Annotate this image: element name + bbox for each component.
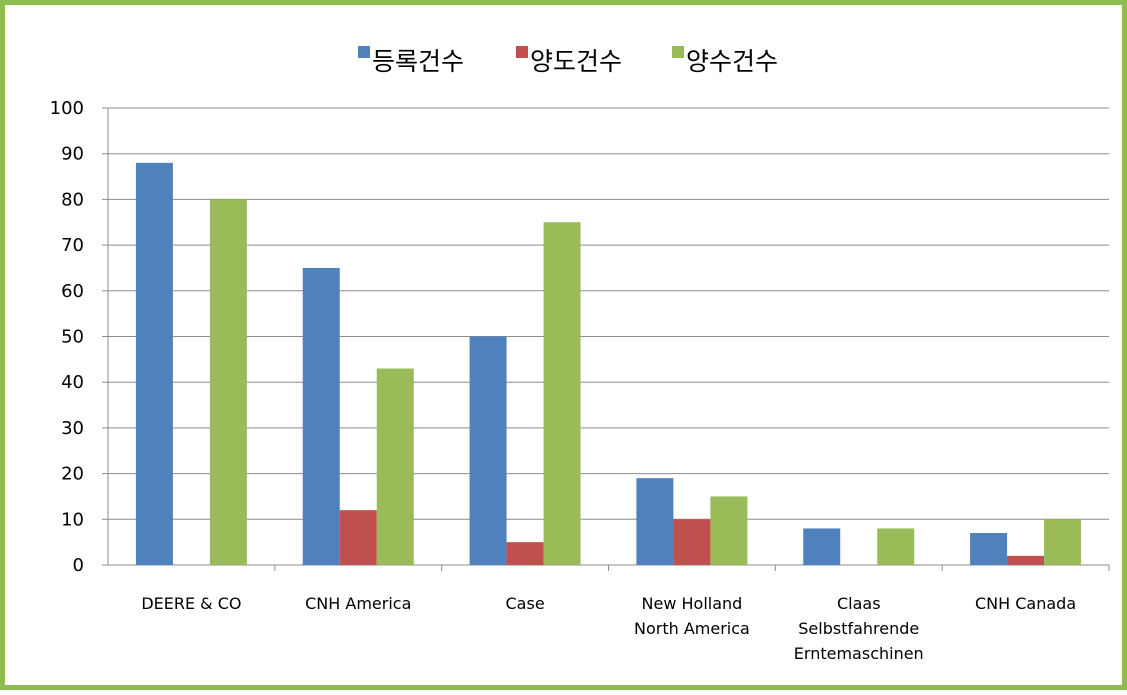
legend-swatch — [358, 46, 370, 58]
y-tick-label: 0 — [73, 555, 84, 576]
x-category-label: Erntemaschinen — [794, 644, 924, 663]
bar-2-3 — [506, 542, 544, 565]
bar-1-6 — [970, 533, 1008, 565]
y-tick-label: 100 — [50, 98, 84, 119]
legend-label: 양수건수 — [686, 47, 778, 76]
y-tick-label: 70 — [61, 235, 84, 256]
bar-2-6 — [1007, 555, 1045, 565]
x-category-label: North America — [634, 619, 750, 638]
bar-3-5 — [877, 528, 915, 565]
y-tick-label: 50 — [61, 327, 84, 348]
x-category-label: New Holland — [642, 594, 743, 613]
bar-1-5 — [803, 528, 841, 565]
y-tick-label: 80 — [61, 189, 84, 210]
bar-3-2 — [376, 368, 414, 565]
bar-3-1 — [209, 199, 247, 565]
x-category-label: DEERE & CO — [141, 594, 241, 613]
bar-2-2 — [339, 510, 377, 565]
y-tick-label: 60 — [61, 281, 84, 302]
legend-label: 양도건수 — [530, 47, 622, 76]
y-tick-label: 20 — [61, 464, 84, 485]
legend-swatch — [672, 46, 684, 58]
bar-3-4 — [710, 496, 748, 565]
x-category-label: Case — [506, 594, 545, 613]
bar-1-4 — [636, 478, 674, 565]
bar-1-1 — [135, 162, 173, 565]
y-tick-label: 30 — [61, 418, 84, 439]
x-category-label: CNH America — [305, 594, 411, 613]
y-tick-label: 10 — [61, 509, 84, 530]
legend-swatch — [516, 46, 528, 58]
bar-1-2 — [302, 267, 340, 565]
bar-1-3 — [469, 336, 507, 565]
x-category-label: CNH Canada — [975, 594, 1076, 613]
bar-3-3 — [543, 222, 581, 565]
bar-3-6 — [1044, 519, 1082, 565]
x-category-label: Claas — [837, 594, 881, 613]
y-tick-label: 40 — [61, 372, 84, 393]
bar-2-4 — [673, 519, 711, 565]
bar-chart: 0 10 20 30 40 50 60 70 80 90 100 DEERE & CO CNH Amer… — [50, 46, 1110, 663]
x-category-label: Selbstfahrende — [798, 619, 919, 638]
y-tick-label: 90 — [61, 144, 84, 165]
legend-label: 등록건수 — [372, 47, 464, 76]
